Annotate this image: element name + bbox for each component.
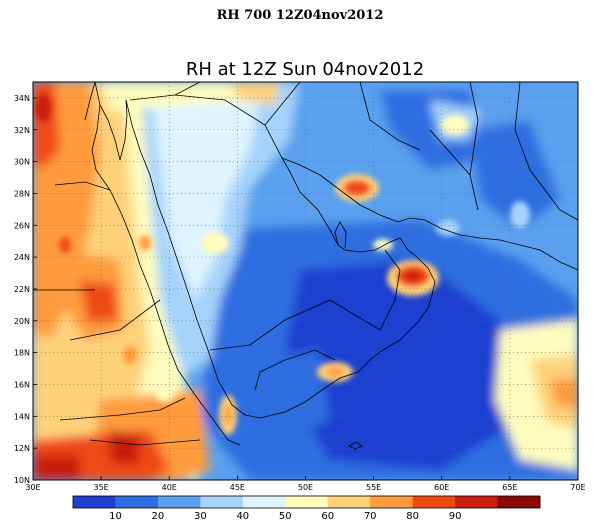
coastlines-borders bbox=[33, 82, 578, 450]
lat-tick-label: 18N bbox=[14, 349, 30, 358]
colorbar-level-label: 30 bbox=[194, 511, 207, 522]
lon-tick-label: 40E bbox=[162, 483, 177, 492]
rh-contour-field bbox=[33, 82, 578, 480]
colorbar-swatch bbox=[73, 496, 116, 508]
lat-tick-label: 10N bbox=[14, 476, 30, 485]
page-title: RH 700 12Z04nov2012 bbox=[216, 8, 384, 23]
colorbar-swatch bbox=[497, 496, 541, 508]
colorbar-swatch bbox=[242, 496, 286, 508]
colorbar-swatch bbox=[285, 496, 329, 508]
lat-tick-label: 28N bbox=[14, 189, 30, 198]
colorbar-level-label: 10 bbox=[109, 511, 122, 522]
colorbar-swatch bbox=[455, 496, 498, 508]
lat-tick-label: 32N bbox=[14, 126, 30, 135]
lon-tick-label: 30E bbox=[25, 483, 40, 492]
lat-tick-label: 26N bbox=[14, 221, 30, 230]
lon-tick-label: 55E bbox=[366, 483, 381, 492]
colorbar-swatch bbox=[115, 496, 159, 508]
colorbar-swatch bbox=[327, 496, 371, 508]
colorbar-swatch bbox=[200, 496, 244, 508]
lat-tick-label: 30N bbox=[14, 158, 30, 167]
lon-tick-label: 35E bbox=[94, 483, 109, 492]
colorbar-level-label: 50 bbox=[279, 511, 292, 522]
map-gridlines bbox=[33, 82, 578, 480]
lat-tick-label: 20N bbox=[14, 317, 30, 326]
colorbar-swatch bbox=[157, 496, 201, 508]
latitude-axis: 34N 32N 30N 28N 26N 24N 22N 20N 18N 16N 14N 12N 10N bbox=[14, 94, 37, 485]
lon-tick-label: 70E bbox=[570, 483, 585, 492]
lon-tick-label: 60E bbox=[434, 483, 449, 492]
colorbar: 10 20 30 40 50 60 70 80 90 bbox=[72, 495, 541, 522]
colorbar-level-label: 40 bbox=[236, 511, 249, 522]
lon-tick-label: 45E bbox=[230, 483, 245, 492]
lat-tick-label: 22N bbox=[14, 285, 30, 294]
lat-tick-label: 34N bbox=[14, 94, 30, 103]
colorbar-level-label: 70 bbox=[364, 511, 377, 522]
longitude-axis: 30E 35E 40E 45E 50E 55E 60E 65E 70E bbox=[25, 476, 586, 492]
lat-tick-label: 24N bbox=[14, 253, 30, 262]
map-title: RH at 12Z Sun 04nov2012 bbox=[186, 59, 424, 80]
lon-tick-label: 65E bbox=[502, 483, 517, 492]
lat-tick-label: 12N bbox=[14, 444, 30, 453]
colorbar-level-label: 90 bbox=[449, 511, 462, 522]
colorbar-swatch bbox=[412, 496, 456, 508]
colorbar-frame bbox=[72, 495, 541, 509]
colorbar-level-label: 60 bbox=[321, 511, 334, 522]
lon-tick-label: 50E bbox=[298, 483, 313, 492]
colorbar-level-label: 80 bbox=[406, 511, 419, 522]
lat-tick-label: 14N bbox=[14, 412, 30, 421]
lat-tick-label: 16N bbox=[14, 380, 30, 389]
colorbar-level-label: 20 bbox=[152, 511, 165, 522]
colorbar-swatch bbox=[370, 496, 413, 508]
